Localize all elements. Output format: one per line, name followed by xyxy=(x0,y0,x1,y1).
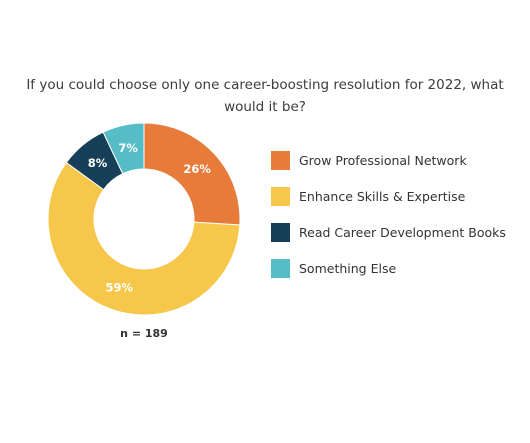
chart-legend: Grow Professional Network Enhance Skills… xyxy=(271,151,506,295)
slice-label-read-career-development-books: 8% xyxy=(88,156,108,170)
donut-slice-something-else xyxy=(102,122,145,175)
legend-label-something-else: Something Else xyxy=(299,261,397,276)
slice-label-enhance-skills-expertise: 59% xyxy=(106,281,134,295)
legend-item-grow-professional-network: Grow Professional Network xyxy=(271,151,506,170)
donut-slice-enhance-skills-expertise xyxy=(47,161,241,316)
sample-size-note: n = 189 xyxy=(120,327,168,340)
chart-title-line-2: would it be? xyxy=(224,99,306,115)
slice-label-something-else: 7% xyxy=(118,141,138,155)
chart-title: If you could choose only one career-boos… xyxy=(0,74,530,118)
legend-swatch-read-career-development-books xyxy=(271,223,290,242)
donut-slice-grow-professional-network xyxy=(143,122,241,226)
legend-label-enhance-skills-expertise: Enhance Skills & Expertise xyxy=(299,189,466,204)
legend-swatch-enhance-skills-expertise xyxy=(271,187,290,206)
legend-item-read-career-development-books: Read Career Development Books xyxy=(271,223,506,242)
legend-swatch-grow-professional-network xyxy=(271,151,290,170)
slice-label-grow-professional-network: 26% xyxy=(183,162,211,176)
legend-swatch-something-else xyxy=(271,259,290,278)
legend-item-something-else: Something Else xyxy=(271,259,506,278)
legend-label-read-career-development-books: Read Career Development Books xyxy=(299,225,506,240)
chart-title-line-1: If you could choose only one career-boos… xyxy=(26,77,504,93)
legend-item-enhance-skills-expertise: Enhance Skills & Expertise xyxy=(271,187,506,206)
legend-label-grow-professional-network: Grow Professional Network xyxy=(299,153,467,168)
